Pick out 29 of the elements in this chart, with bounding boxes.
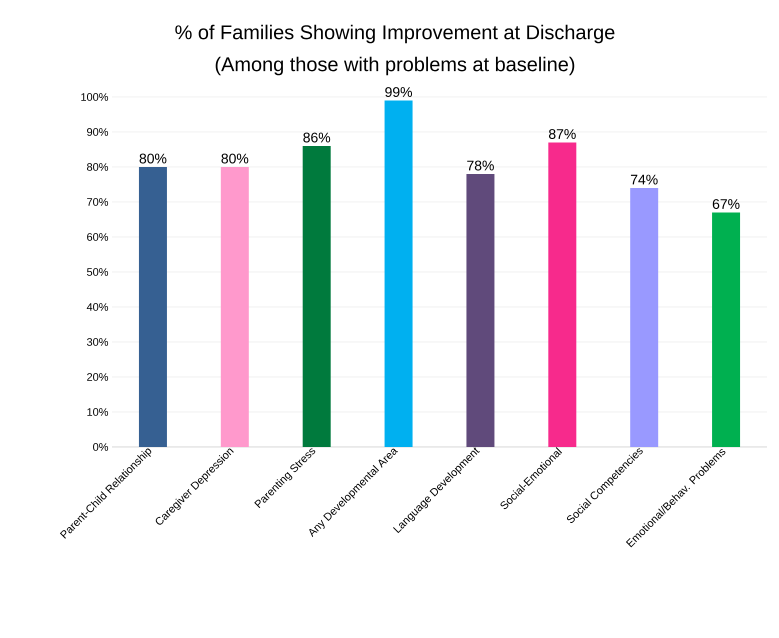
bar [302,146,331,447]
y-tick-label: 40% [86,303,108,311]
y-tick-label: 50% [86,268,108,276]
data-label: 86% [303,132,330,142]
y-tick-label: 70% [87,198,108,206]
bar [548,142,576,447]
y-tick-label: 30% [86,338,108,346]
bar [630,188,658,447]
bar [220,166,249,447]
bar [384,100,413,447]
data-label: 78% [467,160,494,170]
data-label: 67% [712,199,740,209]
chart-title: % of Families Showing Improvement at Discharge [175,24,614,44]
y-tick-label: 10% [87,408,108,416]
bar [712,212,740,447]
bar [466,174,494,447]
y-tick-label: 100% [81,93,108,101]
data-label: 99% [385,87,412,97]
data-label: 80% [221,154,248,164]
y-tick-label: 0% [93,443,108,451]
y-tick-label: 80% [87,163,108,171]
data-label: 74% [630,174,658,184]
chart-subtitle: (Among those with problems at baseline) [216,56,574,76]
bar [138,166,167,447]
y-tick-label: 20% [87,373,108,381]
y-tick-label: 60% [87,233,108,241]
y-tick-label: 90% [87,128,108,136]
data-label: 80% [140,154,166,164]
data-label: 87% [548,129,576,139]
